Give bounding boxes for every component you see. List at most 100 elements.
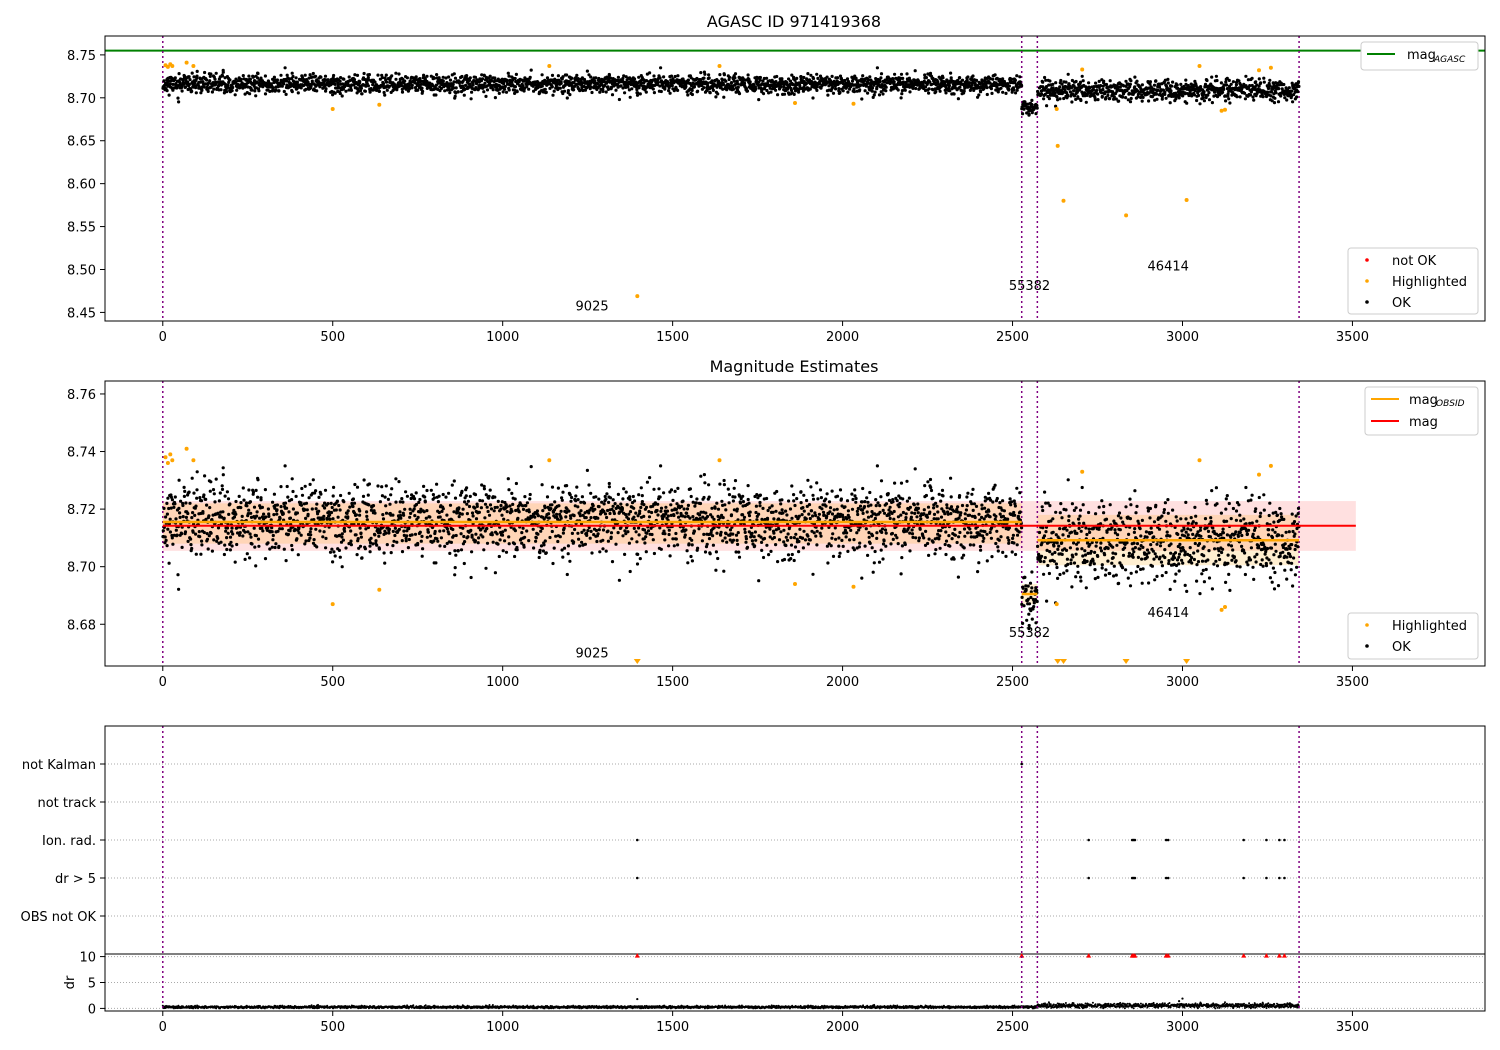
ok-point xyxy=(423,500,427,504)
ok-point xyxy=(322,530,326,534)
ok-point xyxy=(664,505,668,509)
ok-point xyxy=(587,483,591,487)
ok-point xyxy=(212,87,216,91)
ok-point xyxy=(1054,81,1058,85)
highlighted-point xyxy=(1124,213,1129,218)
ok-point xyxy=(412,497,417,501)
ok-point xyxy=(354,513,358,517)
ok-point xyxy=(688,487,693,491)
ok-point xyxy=(354,533,358,537)
ok-point xyxy=(879,72,884,76)
ok-point xyxy=(638,557,642,561)
ok-point xyxy=(692,85,697,89)
ok-point xyxy=(605,492,609,496)
ok-point xyxy=(648,71,652,75)
ok-point xyxy=(754,87,758,91)
ok-point xyxy=(452,86,456,90)
ok-point xyxy=(799,75,803,79)
ok-point xyxy=(171,82,175,86)
ok-point xyxy=(489,507,494,511)
ok-point xyxy=(365,510,369,514)
ok-point xyxy=(513,76,517,81)
ok-point xyxy=(362,478,366,482)
ok-point xyxy=(416,515,420,520)
ok-point xyxy=(454,553,458,557)
ok-point xyxy=(498,538,502,542)
ok-point xyxy=(233,93,237,97)
ok-point xyxy=(243,557,247,562)
ok-point xyxy=(514,79,518,84)
ok-point xyxy=(564,515,568,519)
ok-point xyxy=(286,532,290,536)
ok-point xyxy=(1140,99,1144,103)
ok-point xyxy=(190,516,194,520)
ok-point xyxy=(561,91,565,96)
ok-point xyxy=(213,500,217,504)
ok-point xyxy=(561,75,565,79)
ok-point xyxy=(968,81,972,85)
ok-point xyxy=(371,542,375,546)
highlighted-point xyxy=(717,64,722,68)
ok-point xyxy=(607,73,612,77)
ok-point xyxy=(237,494,241,498)
ok-point xyxy=(1210,75,1214,79)
ok-point xyxy=(1063,88,1067,92)
ok-point xyxy=(913,69,917,73)
ok-point xyxy=(515,548,519,552)
ok-point xyxy=(462,534,466,539)
ok-point xyxy=(295,511,299,515)
ok-point xyxy=(593,507,597,511)
ok-point xyxy=(485,526,489,531)
ok-point xyxy=(367,73,371,77)
ok-point xyxy=(949,71,953,75)
ok-point xyxy=(336,83,340,88)
ok-point xyxy=(225,526,230,530)
ok-point xyxy=(324,536,328,541)
ok-point xyxy=(205,503,209,507)
ok-point xyxy=(551,93,555,97)
ok-point xyxy=(352,78,357,82)
ok-point xyxy=(528,492,532,497)
ok-point xyxy=(557,504,561,508)
ok-point xyxy=(1106,93,1110,97)
ok-point xyxy=(352,83,356,87)
ok-point xyxy=(868,75,872,79)
ok-point xyxy=(214,71,218,75)
ok-point xyxy=(552,89,556,93)
ok-point xyxy=(387,531,391,535)
ok-point xyxy=(266,541,270,545)
ok-point xyxy=(329,510,334,515)
ok-point xyxy=(391,513,395,517)
ok-point xyxy=(198,496,202,500)
ok-point xyxy=(462,561,466,566)
ok-point xyxy=(421,89,425,93)
ok-point xyxy=(261,529,265,533)
ok-point xyxy=(1166,77,1170,81)
ok-point xyxy=(625,503,629,507)
ok-point xyxy=(294,76,298,80)
x-tick-label: 0 xyxy=(159,330,167,345)
highlighted-point xyxy=(1223,107,1227,112)
ok-point xyxy=(645,480,650,484)
ok-point xyxy=(359,531,363,535)
y-tick-label: 8.50 xyxy=(67,263,96,278)
ok-point xyxy=(659,89,663,94)
ok-point xyxy=(644,505,649,509)
ok-point xyxy=(441,492,445,497)
ok-point xyxy=(826,93,830,97)
ok-point xyxy=(480,73,484,77)
ok-point xyxy=(255,514,259,518)
ok-point xyxy=(286,495,290,499)
ok-point xyxy=(195,69,199,73)
ok-point xyxy=(432,539,436,543)
ok-point xyxy=(1128,100,1133,104)
ok-point xyxy=(416,88,420,92)
ok-point xyxy=(418,530,422,534)
ok-point xyxy=(346,515,350,519)
ok-point xyxy=(628,95,632,99)
ok-point xyxy=(438,515,442,519)
ok-point xyxy=(676,74,680,78)
ok-point xyxy=(1261,95,1265,99)
ok-point xyxy=(183,489,187,493)
